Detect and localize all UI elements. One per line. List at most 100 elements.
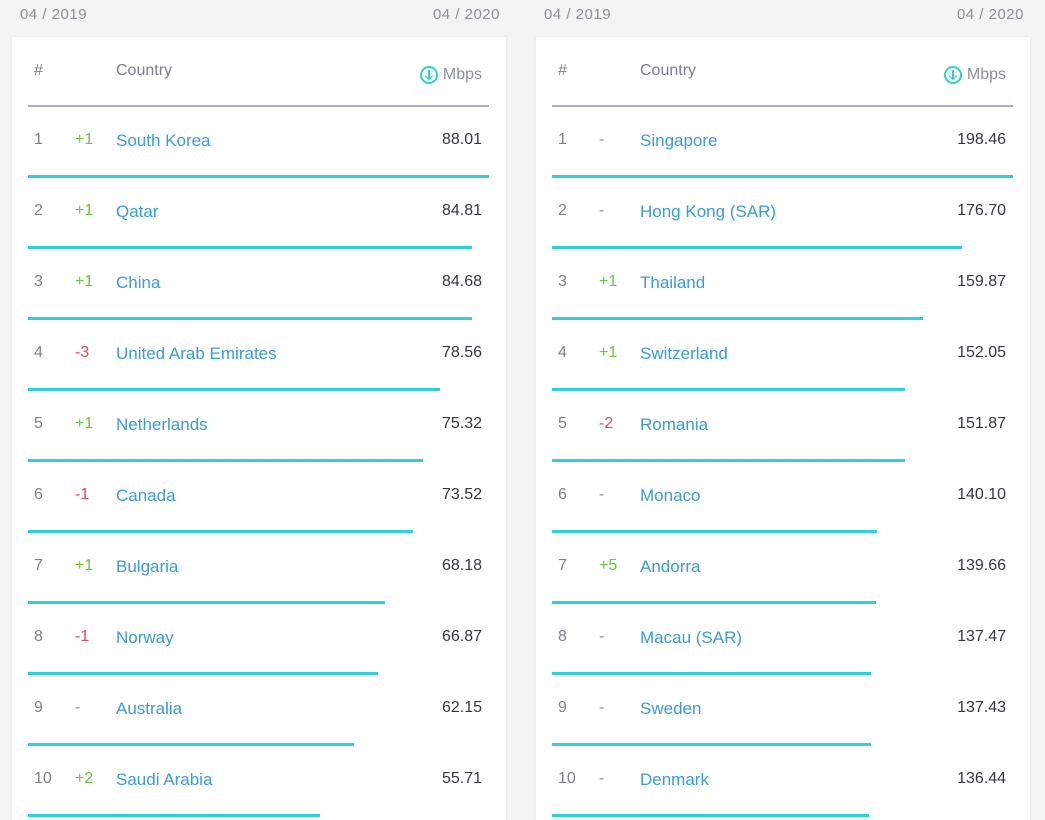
rank-number: 5 [34,415,43,432]
ranking-panel-left: 04 / 2019 04 / 2020 # Country Mbps 1 +1 So… [12,0,506,820]
header-unit-label: Mbps [966,66,1006,83]
speed-bar [552,530,877,533]
rank-number: 9 [558,699,567,716]
table-row: 6 -1 Canada 73.52 [28,462,489,533]
country-link[interactable]: Andorra [640,557,701,576]
rank-number: 8 [34,628,43,645]
header-unit-label: Mbps [442,66,482,83]
rank-change: +1 [75,273,94,290]
download-arrow-icon [943,66,962,84]
speed-value: 151.87 [957,415,1006,432]
date-range: 04 / 2019 04 / 2020 [12,0,506,36]
rank-change: +1 [75,202,94,219]
rank-change: +1 [599,273,618,290]
header-unit: Mbps [943,66,1006,84]
table-row: 4 +1 Switzerland 152.05 [552,320,1013,391]
speed-bar [552,743,871,746]
country-link[interactable]: Qatar [116,202,159,221]
rank-change: +1 [599,344,618,361]
country-link[interactable]: Bulgaria [116,557,179,576]
rank-change: +5 [599,557,618,574]
speed-value: 198.46 [957,131,1006,148]
rank-change: +1 [75,415,94,432]
country-link[interactable]: South Korea [116,131,211,150]
country-link[interactable]: Canada [116,486,176,505]
country-link[interactable]: Macau (SAR) [640,628,743,647]
table-header: # Country Mbps [28,37,489,107]
date-end: 04 / 2020 [432,6,500,23]
speed-value: 88.01 [441,131,482,148]
table-row: 8 - Macau (SAR) 137.47 [552,604,1013,675]
speed-value: 78.56 [441,344,482,361]
country-link[interactable]: Singapore [640,131,718,150]
speed-bar [28,672,378,675]
speed-value: 137.47 [957,628,1006,645]
rank-change: - [599,770,605,787]
speed-bar [28,814,320,817]
table-row: 7 +5 Andorra 139.66 [552,533,1013,604]
speed-bar [28,601,385,604]
country-link[interactable]: Hong Kong (SAR) [640,202,777,221]
country-link[interactable]: United Arab Emirates [116,344,277,363]
rank-number: 4 [558,344,567,361]
country-link[interactable]: Norway [116,628,174,647]
rank-number: 7 [558,557,567,574]
country-link[interactable]: Saudi Arabia [116,770,213,789]
rank-number: 8 [558,628,567,645]
country-link[interactable]: Denmark [640,770,709,789]
date-range: 04 / 2019 04 / 2020 [536,0,1030,36]
rank-number: 10 [34,770,52,787]
country-link[interactable]: Netherlands [116,415,208,434]
speed-value: 137.43 [957,699,1006,716]
country-link[interactable]: Switzerland [640,344,728,363]
header-rank: # [558,62,567,79]
table-row: 3 +1 China 84.68 [28,249,489,320]
date-start: 04 / 2019 [20,6,88,23]
speed-value: 152.05 [957,344,1006,361]
table-row: 1 - Singapore 198.46 [552,107,1013,178]
speed-bar [28,388,440,391]
speed-value: 84.68 [441,273,482,290]
speed-bar [28,743,354,746]
speed-value: 55.71 [441,770,482,787]
rank-number: 2 [34,202,43,219]
table-rows: 1 - Singapore 198.46 2 - Hong Kong (SAR) 176.70… [552,107,1013,817]
rank-number: 3 [558,273,567,290]
table-row: 4 -3 United Arab Emirates 78.56 [28,320,489,391]
rank-change: - [599,699,605,716]
rank-change: - [599,628,605,645]
table-row: 9 - Sweden 137.43 [552,675,1013,746]
speed-bar [28,459,423,462]
table-row: 7 +1 Bulgaria 68.18 [28,533,489,604]
speed-value: 159.87 [957,273,1006,290]
rank-change: -3 [75,344,90,361]
ranking-table: # Country Mbps 1 - Singapore 198.46 2 - Hong K… [536,37,1030,820]
rank-number: 3 [34,273,43,290]
speed-bar [28,317,472,320]
rank-change: - [599,202,605,219]
rank-change: -1 [75,486,90,503]
speed-bar [552,814,869,817]
rank-change: - [75,699,81,716]
country-link[interactable]: Thailand [640,273,706,292]
country-link[interactable]: Monaco [640,486,701,505]
rank-change: +1 [75,557,94,574]
rank-change: +2 [75,770,94,787]
speed-bar [552,388,905,391]
rank-number: 2 [558,202,567,219]
table-header: # Country Mbps [552,37,1013,107]
speed-bar [552,175,1013,178]
country-link[interactable]: China [116,273,161,292]
rank-number: 6 [34,486,43,503]
table-row: 2 - Hong Kong (SAR) 176.70 [552,178,1013,249]
ranking-table: # Country Mbps 1 +1 South Korea 88.01 2 +1 Qat… [12,37,506,820]
header-country: Country [640,62,697,79]
country-link[interactable]: Sweden [640,699,702,718]
rank-number: 5 [558,415,567,432]
header-country: Country [116,62,173,79]
country-link[interactable]: Romania [640,415,709,434]
table-rows: 1 +1 South Korea 88.01 2 +1 Qatar 84.81 3 +1 China… [28,107,489,817]
table-row: 10 - Denmark 136.44 [552,746,1013,817]
country-link[interactable]: Australia [116,699,183,718]
